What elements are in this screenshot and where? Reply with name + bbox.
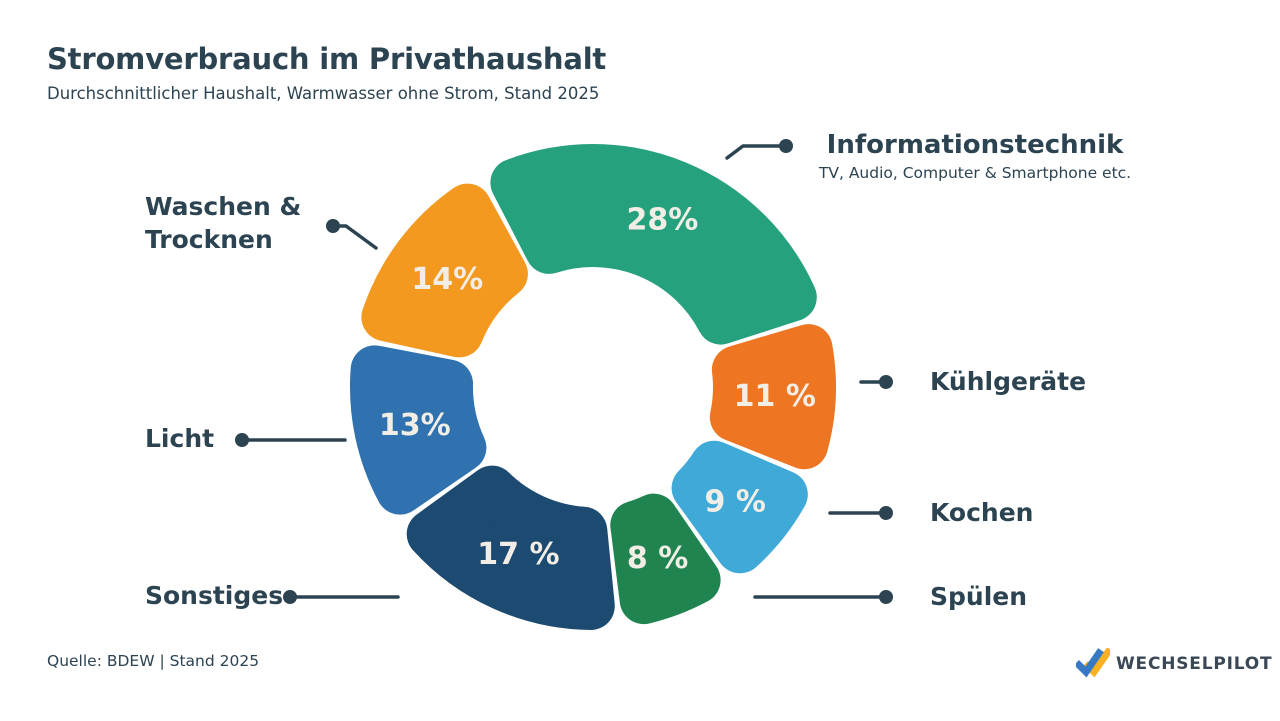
category-label-kochen: Kochen [930, 498, 1034, 527]
source-note: Quelle: BDEW | Stand 2025 [47, 652, 260, 670]
leader-dot-kochen [879, 506, 893, 520]
brand-name: WECHSELPILOT [1116, 654, 1273, 674]
donut-value-sonstiges: 17 % [477, 537, 559, 572]
leader-dot-licht [235, 433, 249, 447]
donut-segment-kochen [671, 440, 808, 574]
donut-segment-spuelen [610, 493, 721, 625]
brand-logo: WECHSELPILOT [1076, 648, 1272, 680]
category-label-kuehlgeraete: Kühlgeräte [930, 367, 1087, 396]
category-label-sonstiges: Sonstiges [145, 581, 284, 610]
donut-value-spuelen: 8 % [627, 541, 688, 576]
donut-value-kochen: 9 % [705, 484, 766, 519]
donut-value-informationstechnik: 28% [626, 203, 698, 238]
category-label-informationstechnik-sublabel: TV, Audio, Computer & Smartphone etc. [818, 164, 1132, 182]
donut-segment-licht [350, 345, 487, 515]
leader-dot-sonstiges [283, 590, 297, 604]
category-label-waschen-trocknen: Waschen & Trocknen [145, 192, 302, 254]
leader-dot-informationstechnik [779, 139, 793, 153]
page-subtitle: Durchschnittlicher Haushalt, Warmwasser … [47, 84, 600, 103]
donut-segment-informationstechnik [490, 144, 817, 345]
leader-dot-waschen-trocknen [326, 219, 340, 233]
donut-segment-sonstiges [406, 465, 615, 630]
category-label-informationstechnik-title: Informationstechnik [826, 130, 1124, 160]
category-label-informationstechnik: Informationstechnik TV, Audio, Computer … [800, 130, 1150, 182]
donut-segment-kuehlgeraete [709, 324, 836, 470]
donut-value-kuehlgeraete: 11 % [734, 379, 816, 414]
page-title: Stromverbrauch im Privathaushalt [47, 42, 607, 76]
category-label-spuelen: Spülen [930, 582, 1028, 611]
wechselpilot-logo-icon [1076, 648, 1110, 678]
leader-dot-spuelen [879, 590, 893, 604]
donut-value-licht: 13% [379, 408, 451, 443]
donut-value-waschen-trocknen: 14% [411, 262, 483, 297]
leader-dot-kuehlgeraete [879, 375, 893, 389]
category-label-licht: Licht [145, 424, 215, 453]
leader-line-informationstechnik [725, 144, 788, 160]
donut-segment-waschen-trocknen [361, 183, 528, 358]
